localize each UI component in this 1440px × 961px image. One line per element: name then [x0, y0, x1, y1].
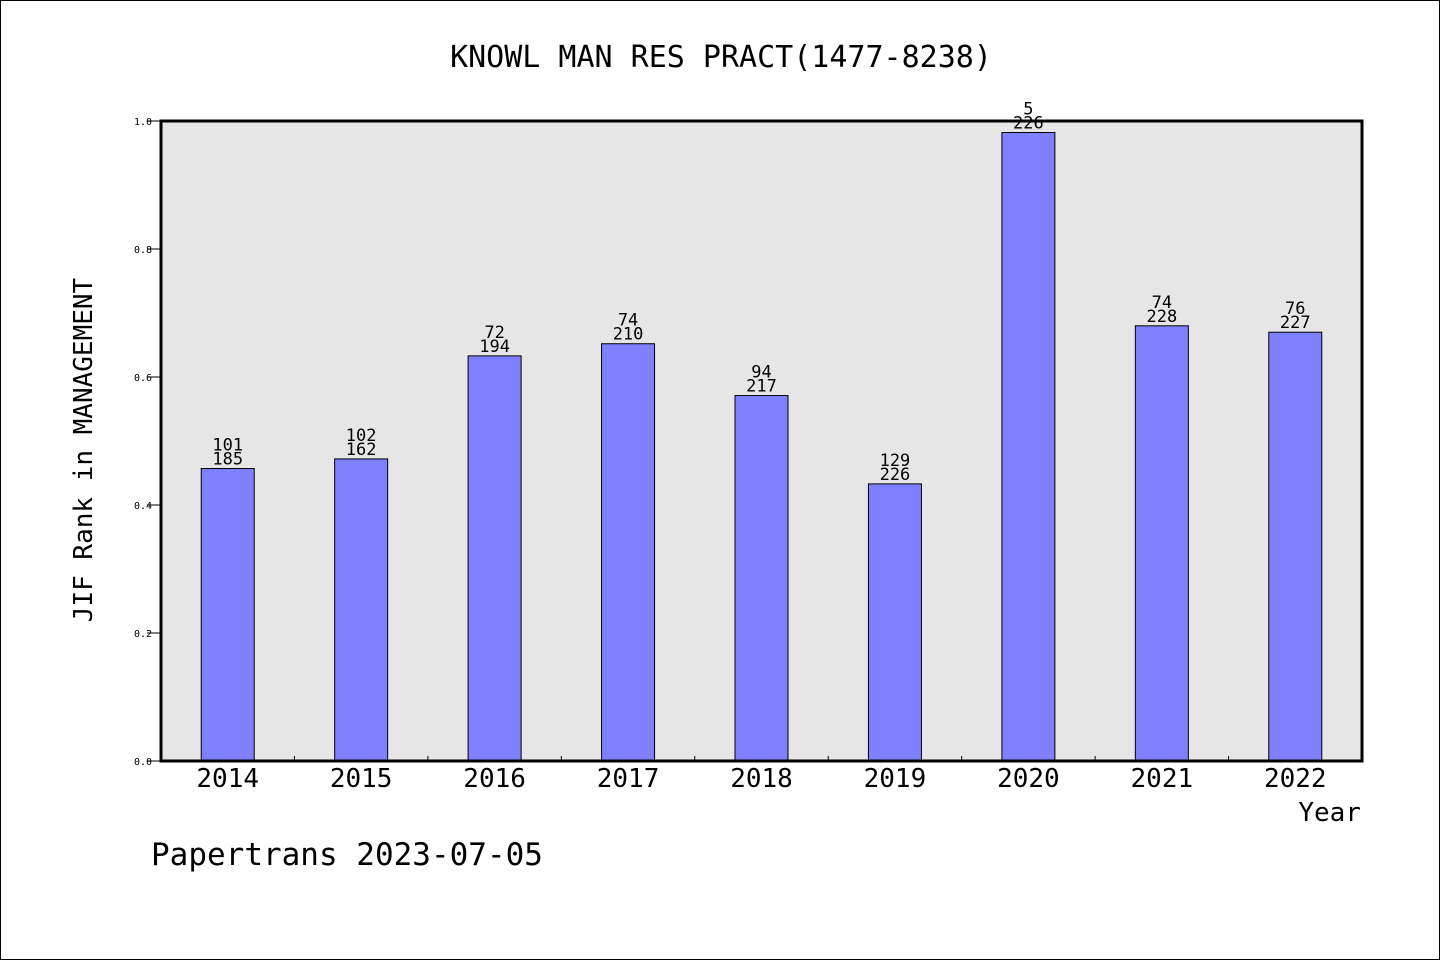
bar-2016	[467, 355, 522, 762]
x-tick-label: 2020	[997, 764, 1060, 794]
bar-rank-label: 74	[1152, 293, 1172, 313]
x-axis: 2014 2015 2016 2017 2018 2019 2020 2021 2022	[196, 756, 1327, 794]
x-tick-label: 2018	[730, 764, 793, 794]
x-tick-label: 2021	[1131, 764, 1194, 794]
bar-rank-label: 74	[618, 311, 638, 331]
plot-border	[159, 119, 1364, 763]
y-tick-label: 1.0	[134, 117, 152, 128]
bar-rank-label: 101	[212, 436, 243, 456]
x-tick-label: 2017	[597, 764, 660, 794]
bar-2022	[1268, 331, 1323, 762]
bar-total-label: 162	[346, 440, 377, 460]
x-tick-label: 2022	[1264, 764, 1327, 794]
y-tick-label: 0.0	[134, 757, 152, 768]
bar-total-label: 228	[1146, 307, 1177, 327]
bar-2018	[734, 395, 789, 762]
x-tick-label: 2014	[196, 764, 259, 794]
bar-rank-label: 76	[1285, 299, 1305, 319]
y-tick-label: 0.4	[134, 501, 152, 512]
x-tick-label: 2019	[864, 764, 927, 794]
x-tick-label: 2015	[330, 764, 393, 794]
bar-2017	[601, 343, 656, 762]
bar-rank-label: 102	[346, 426, 377, 446]
bar-2021	[1134, 325, 1189, 762]
y-tick-label: 0.8	[134, 245, 152, 256]
x-axis-label: Year	[1298, 798, 1361, 828]
chart-title: KNOWL MAN RES PRACT(1477-8238)	[450, 40, 992, 75]
bars-group	[200, 132, 1323, 762]
y-axis: 0.0 0.2 0.4 0.6 0.8 1.0	[134, 117, 161, 768]
bar-total-label: 217	[746, 377, 777, 397]
x-tick-label: 2016	[463, 764, 526, 794]
y-tick-label: 0.2	[134, 629, 152, 640]
bar-labels-group: 1011851021627219474210942171292265226742…	[212, 100, 1310, 485]
bar-2019	[867, 483, 922, 762]
bar-total-label: 194	[479, 337, 510, 357]
bar-total-label: 210	[613, 325, 644, 345]
bar-total-label: 226	[1013, 114, 1044, 134]
bar-total-label: 185	[212, 450, 243, 470]
y-axis-label: JIF Rank in MANAGEMENT	[69, 277, 99, 622]
bar-total-label: 227	[1280, 313, 1311, 333]
footer-credit: Papertrans 2023-07-05	[151, 837, 543, 873]
bar-2020	[1001, 132, 1056, 762]
bar-rank-label: 129	[880, 451, 911, 471]
bar-rank-label: 94	[751, 363, 771, 383]
bar-total-label: 226	[880, 465, 911, 485]
bar-rank-label: 5	[1023, 100, 1033, 120]
bar-rank-label: 72	[484, 323, 504, 343]
y-tick-label: 0.6	[134, 373, 152, 384]
bar-2015	[334, 458, 389, 762]
bar-2014	[200, 468, 255, 762]
